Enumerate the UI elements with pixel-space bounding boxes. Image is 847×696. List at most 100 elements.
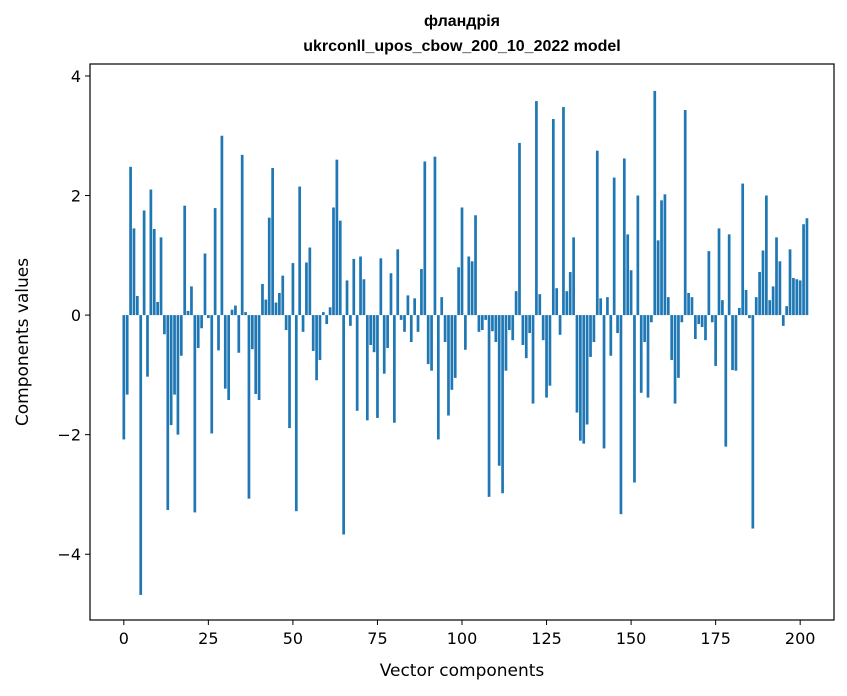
bar-190 (765, 195, 768, 316)
bar-123 (538, 294, 542, 316)
bar-152 (636, 195, 640, 316)
bar-40 (257, 315, 261, 400)
bar-7 (146, 315, 149, 377)
bar-69 (355, 315, 359, 411)
bar-75 (376, 315, 379, 418)
bar-200 (798, 280, 802, 316)
bar-122 (535, 101, 538, 316)
bar-76 (379, 258, 383, 316)
bar-130 (562, 107, 565, 316)
y-tick-label: −2 (57, 426, 81, 445)
bar-87 (416, 315, 420, 332)
bar-92 (433, 156, 437, 316)
bar-99 (457, 267, 460, 316)
bar-196 (785, 306, 789, 316)
bar-118 (521, 315, 525, 345)
y-tick-label: 0 (71, 306, 81, 325)
bar-22 (196, 315, 200, 348)
bar-13 (166, 315, 170, 510)
bar-136 (582, 315, 586, 444)
bar-14 (169, 315, 173, 426)
bar-19 (186, 310, 190, 316)
bar-153 (639, 315, 643, 393)
bar-151 (633, 315, 636, 483)
bar-100 (460, 207, 464, 316)
bar-66 (345, 280, 349, 316)
bar-194 (778, 261, 782, 316)
bar-30 (223, 315, 227, 389)
bar-184 (744, 289, 748, 316)
bar-25 (207, 315, 210, 319)
y-tick-label: 4 (71, 67, 81, 86)
y-tick-label: −4 (57, 545, 81, 564)
bar-165 (680, 315, 684, 323)
bar-48 (284, 315, 288, 331)
bar-5 (139, 315, 143, 595)
bar-49 (288, 315, 291, 429)
bar-73 (369, 315, 373, 345)
bar-158 (656, 240, 660, 316)
bar-134 (575, 315, 579, 413)
bar-192 (771, 286, 775, 316)
bar-173 (707, 251, 711, 316)
bar-9 (152, 229, 156, 316)
bar-132 (568, 272, 572, 316)
bar-157 (653, 90, 657, 316)
bar-63 (335, 159, 339, 316)
bar-11 (159, 237, 163, 316)
bar-126 (548, 315, 552, 386)
bar-181 (734, 315, 738, 371)
bar-83 (403, 315, 406, 332)
x-tick-label: 0 (119, 629, 129, 648)
bar-60 (325, 315, 329, 325)
bar-61 (328, 307, 332, 316)
bar-164 (677, 315, 680, 378)
bar-131 (565, 291, 569, 316)
bar-195 (781, 315, 785, 326)
x-axis-ticks: 0 25 50 75 100 125 150 175 200 (119, 620, 815, 648)
bar-154 (643, 315, 646, 342)
bar-15 (173, 315, 176, 395)
bar-42 (264, 299, 268, 316)
bar-57 (315, 315, 318, 381)
bar-161 (666, 297, 670, 316)
bar-72 (365, 315, 369, 421)
bar-166 (683, 110, 687, 316)
bar-91 (430, 315, 433, 371)
bar-109 (491, 315, 494, 332)
bar-41 (261, 284, 264, 316)
bar-160 (663, 194, 667, 316)
bar-141 (599, 298, 603, 316)
bar-47 (281, 275, 285, 316)
bar-94 (440, 297, 444, 316)
bar-67 (349, 315, 352, 326)
x-tick-label: 25 (198, 629, 218, 648)
bar-65 (342, 315, 345, 535)
bar-186 (751, 315, 755, 529)
y-axis-label: Components values (13, 258, 33, 426)
bar-112 (501, 315, 504, 494)
bar-23 (200, 315, 203, 329)
plot-frame (89, 63, 835, 621)
bar-108 (487, 315, 491, 497)
bar-64 (338, 220, 342, 316)
bar-185 (748, 315, 751, 319)
bar-77 (382, 315, 386, 374)
bar-82 (399, 315, 403, 320)
bar-85 (409, 315, 413, 342)
bar-89 (423, 161, 427, 316)
bar-18 (183, 205, 187, 316)
bar-97 (450, 315, 454, 390)
x-tick-label: 75 (367, 629, 387, 648)
bar-68 (352, 258, 356, 316)
bar-147 (619, 315, 623, 515)
bar-170 (697, 315, 701, 325)
bar-128 (555, 288, 559, 316)
bar-1 (125, 315, 129, 395)
bar-series (122, 90, 809, 595)
bar-53 (301, 315, 305, 332)
bar-110 (494, 315, 498, 342)
bar-150 (629, 270, 633, 316)
bar-59 (321, 312, 325, 316)
bar-29 (220, 135, 224, 316)
